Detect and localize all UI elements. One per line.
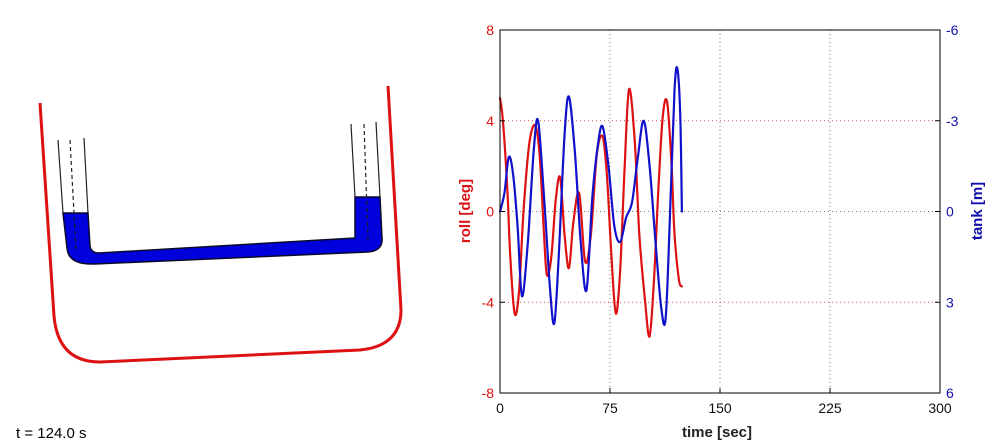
series-line-tank [498,66,683,327]
y-left-tick-label: 4 [486,113,494,129]
y-left-tick-label: 0 [486,204,494,220]
simulation-time-label: t = 124.0 s [16,425,87,442]
plot-frame [499,29,941,394]
tank-left-wall-inner [83,137,89,214]
tank-left-wall-outer [57,139,64,214]
x-tick-label: 75 [602,400,618,416]
y-axis-right-label: tank [m] [969,182,986,240]
y-right-tick-label: 0 [946,204,954,220]
series-layer [498,66,683,338]
tank-right-wall-inner [375,121,381,198]
y-right-tick-label: -6 [946,22,959,38]
tank-left-column [57,137,89,251]
ship-hull [38,85,403,364]
x-tick-label: 0 [496,400,504,416]
y-left-tick-label: -8 [482,385,495,401]
tank-water-body [62,196,383,265]
tank-right-wall-outer [350,123,356,198]
ship-animation [38,85,403,364]
x-tick-label: 225 [818,400,842,416]
tank-water [62,196,383,265]
x-tick-label: 150 [708,400,732,416]
y-axis-left-label: roll [deg] [457,179,474,243]
x-axis-label: time [sec] [682,424,752,441]
y-right-tick-label: -3 [946,113,959,129]
y-left-tick-label: -4 [482,294,495,310]
tank-left-centerline [69,139,77,251]
grid [500,30,940,393]
y-right-tick-label: 6 [946,385,954,401]
tank-right-column [350,121,381,241]
y-left-tick-label: 8 [486,22,494,38]
chart: 0 75 150 225 300 8 4 0 -4 -8 -6 -3 0 3 6 time [sec] ro… [457,22,986,441]
y-right-tick-label: 3 [946,294,954,310]
x-tick-label: 300 [928,400,952,416]
tank-right-centerline [363,123,369,241]
